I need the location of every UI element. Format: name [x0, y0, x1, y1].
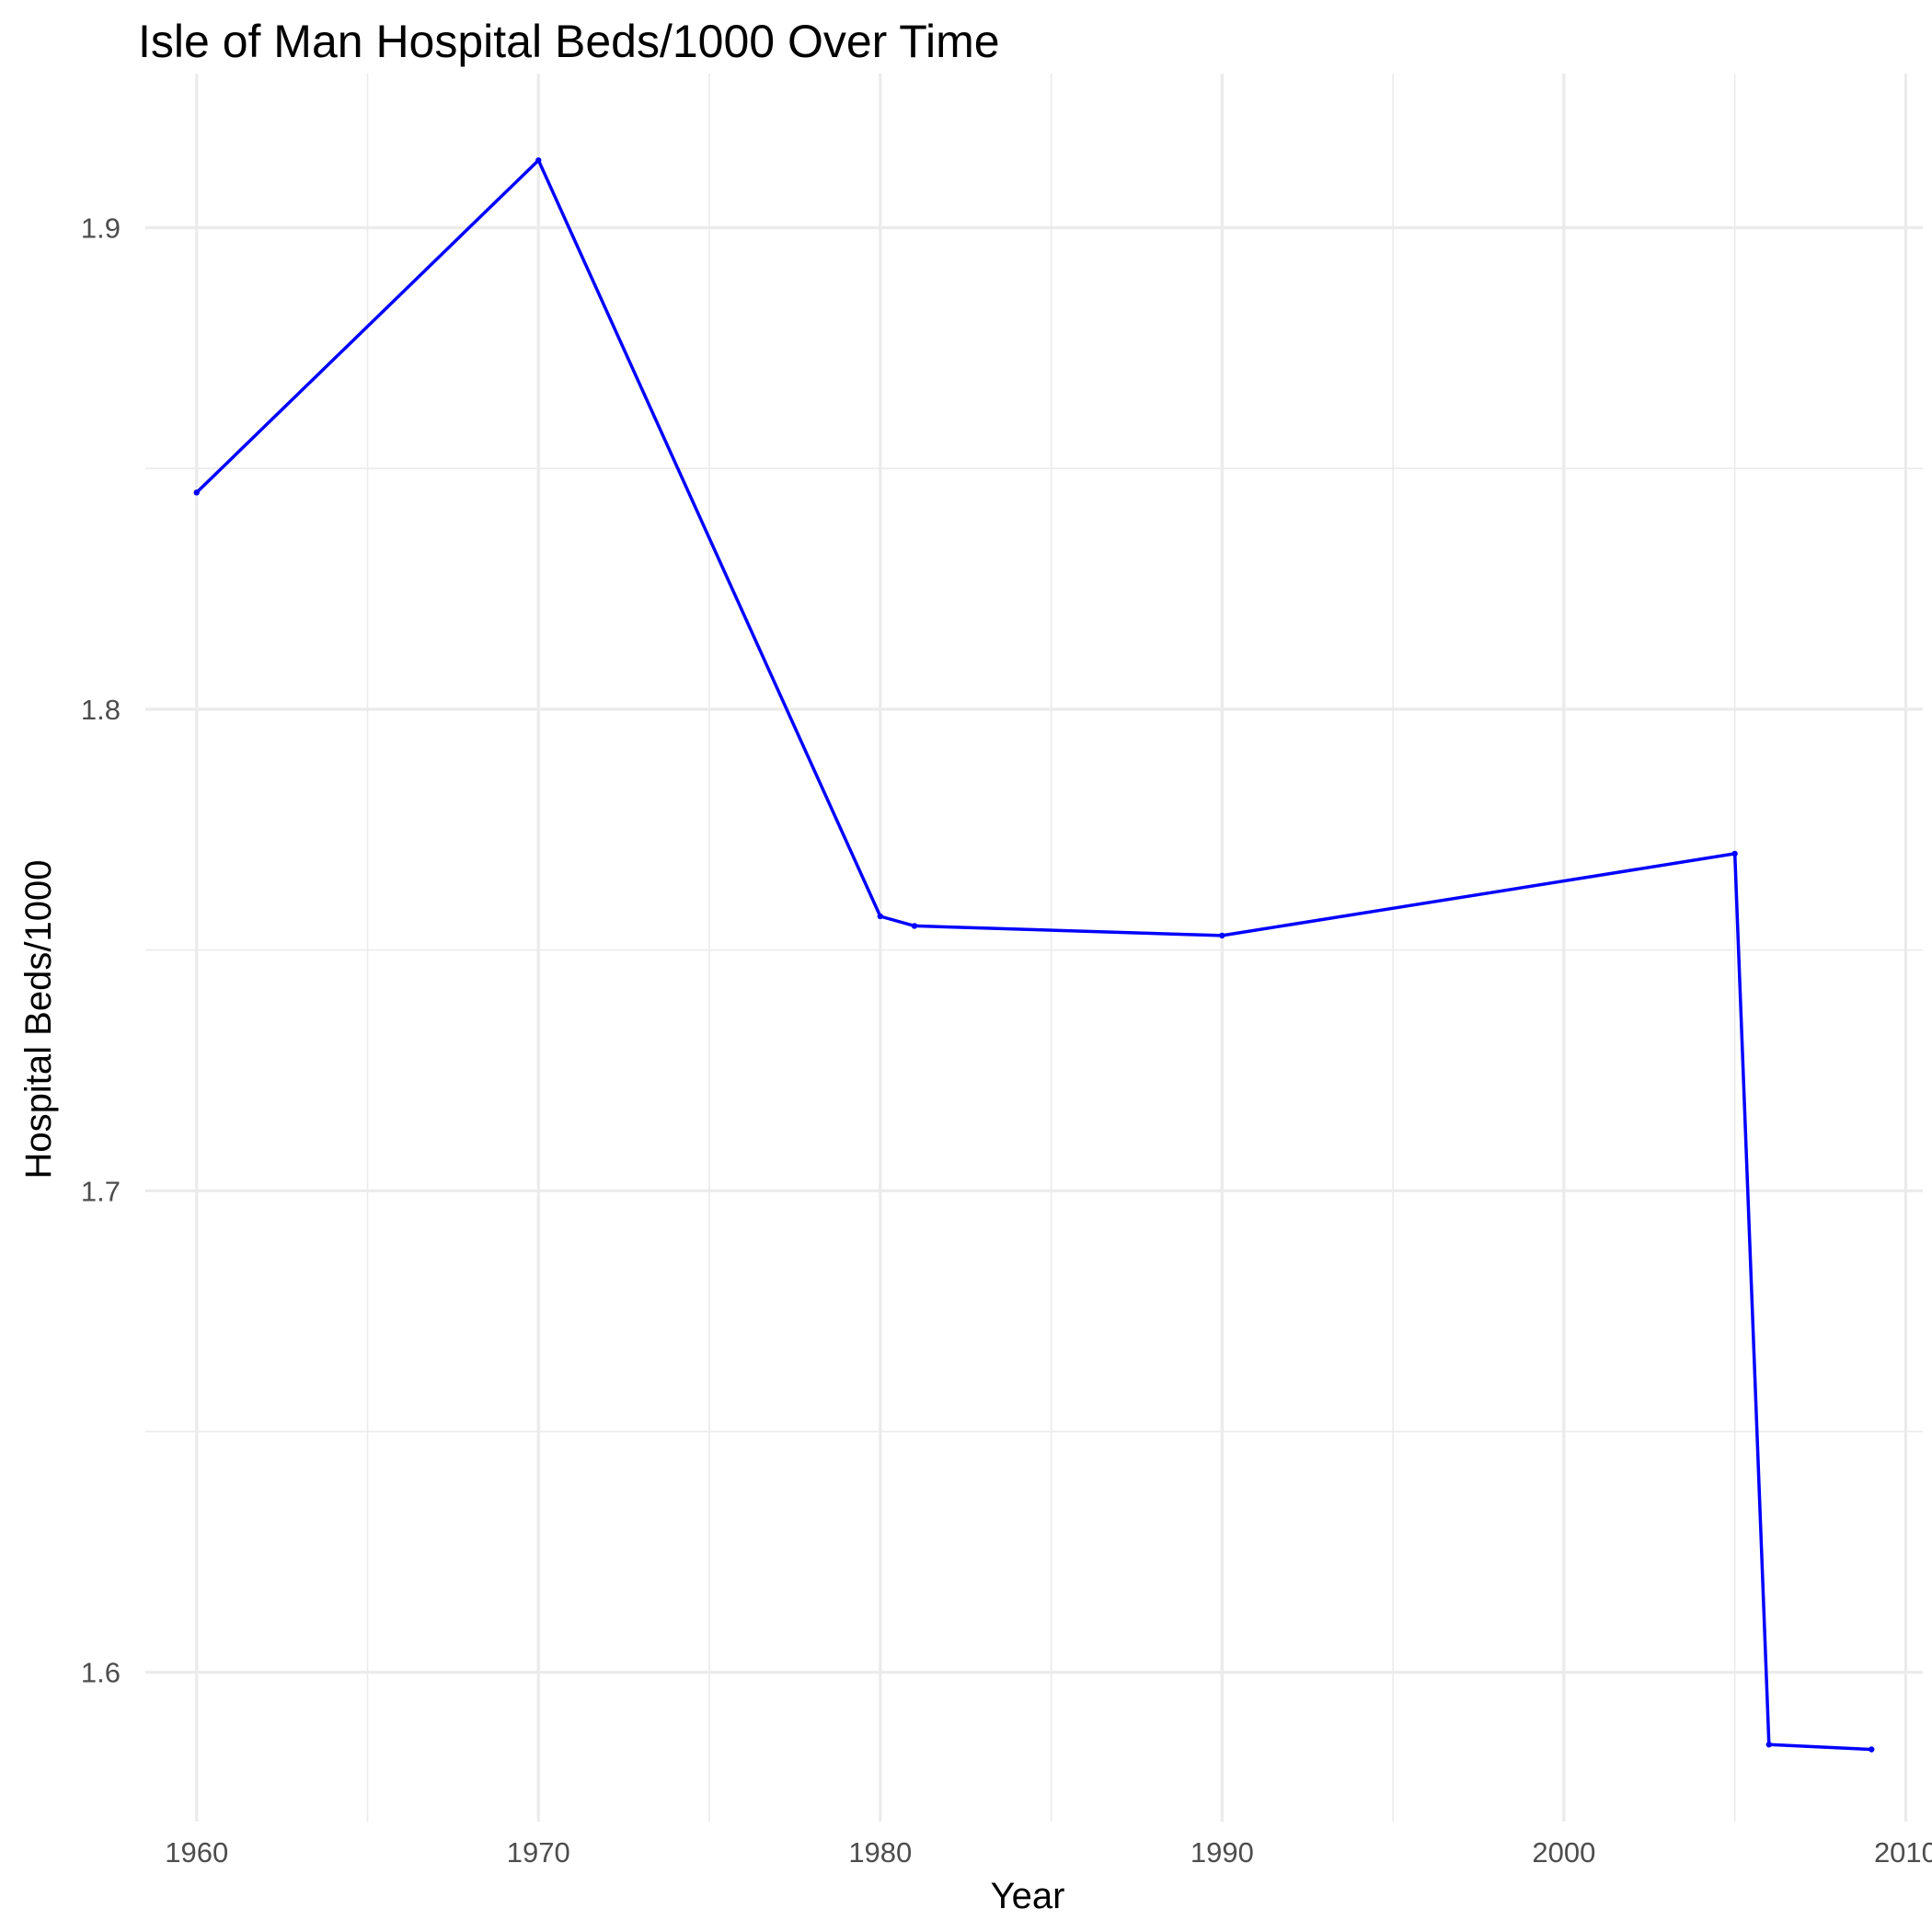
y-axis-title: Hospital Beds/1000 [18, 860, 59, 1179]
y-tick-label: 1.7 [81, 1175, 121, 1207]
data-point [1219, 932, 1225, 939]
x-tick-label: 1960 [165, 1836, 228, 1869]
x-tick-label: 2000 [1532, 1836, 1595, 1869]
x-tick-label: 1970 [507, 1836, 570, 1869]
x-axis-title: Year [991, 1876, 1065, 1916]
data-point [535, 157, 542, 164]
x-tick-label: 1990 [1190, 1836, 1254, 1869]
minor-gridlines [145, 74, 1923, 1822]
data-point [1765, 1742, 1773, 1748]
data-point [877, 913, 884, 920]
data-point [1869, 1746, 1875, 1753]
y-tick-label: 1.8 [81, 694, 121, 726]
y-tick-label: 1.6 [81, 1657, 121, 1689]
data-point [1731, 850, 1738, 857]
data-point [911, 923, 918, 929]
x-tick-label: 2010 [1874, 1836, 1932, 1869]
x-tick-label: 1980 [848, 1836, 912, 1869]
chart-title: Isle of Man Hospital Beds/1000 Over Time [138, 16, 1000, 67]
x-axis-tick-labels: 1960 1970 1980 1990 2000 2010 [165, 1836, 1932, 1869]
y-tick-label: 1.9 [81, 212, 121, 244]
y-axis-tick-labels: 1.6 1.7 1.8 1.9 [81, 212, 121, 1688]
data-point [193, 489, 200, 496]
series-line [194, 158, 1874, 1752]
series-layer [193, 157, 1875, 1753]
major-gridlines [145, 74, 1923, 1822]
